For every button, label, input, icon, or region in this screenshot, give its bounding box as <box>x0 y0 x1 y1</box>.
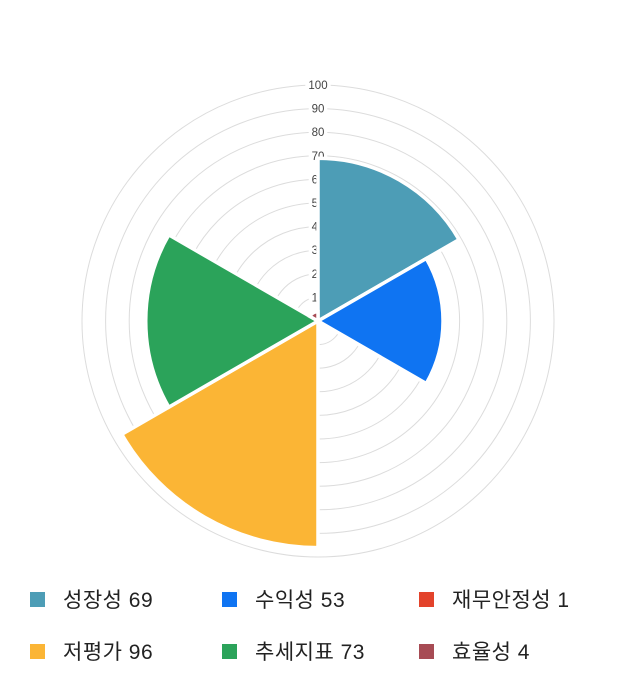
sector-efficiency <box>307 309 320 325</box>
polar-area-chart-canvas: 102030405060708090100 <box>81 78 555 558</box>
legend-item-undervaluation[interactable]: 저평가 96 <box>30 636 153 666</box>
radial-tick-label-80: 80 <box>312 127 325 139</box>
tick-label-bg-90 <box>308 101 328 116</box>
legend-item-trend-indicator[interactable]: 추세지표 73 <box>222 636 365 666</box>
sector-profitability <box>314 256 445 386</box>
sector-growth <box>316 156 462 325</box>
legend-label-financial-stability: 재무안정성 1 <box>452 589 570 612</box>
legend-label-profitability: 수익성 53 <box>255 589 346 612</box>
legend-swatch-growth <box>30 591 45 607</box>
legend-swatch-undervaluation <box>30 643 45 659</box>
legend-item-financial-stability[interactable]: 재무안정성 1 <box>419 584 570 614</box>
legend-label-trend-indicator: 추세지표 73 <box>255 641 365 664</box>
tick-label-bg-100 <box>305 78 331 92</box>
sector-trend-indicator <box>144 232 322 410</box>
legend-label-undervaluation: 저평가 96 <box>63 641 154 664</box>
legend-label-growth: 성장성 69 <box>63 589 154 612</box>
legend-swatch-efficiency <box>419 643 434 659</box>
chart-legend: 성장성 69 수익성 53 재무안정성 1 저평가 96 추세지표 73 효율성… <box>0 572 640 692</box>
tick-label-bg-80 <box>308 125 328 140</box>
legend-item-profitability[interactable]: 수익성 53 <box>222 584 345 614</box>
sector-undervaluation <box>119 317 320 550</box>
radial-tick-label-100: 100 <box>308 80 327 92</box>
legend-swatch-financial-stability <box>419 591 434 607</box>
legend-item-growth[interactable]: 성장성 69 <box>30 584 153 614</box>
legend-label-efficiency: 효율성 4 <box>452 641 530 664</box>
legend-item-efficiency[interactable]: 효율성 4 <box>419 636 530 666</box>
polar-area-chart: 102030405060708090100 <box>81 78 555 558</box>
legend-swatch-trend-indicator <box>222 643 237 659</box>
legend-swatch-profitability <box>222 591 237 607</box>
radial-tick-label-90: 90 <box>312 104 325 116</box>
